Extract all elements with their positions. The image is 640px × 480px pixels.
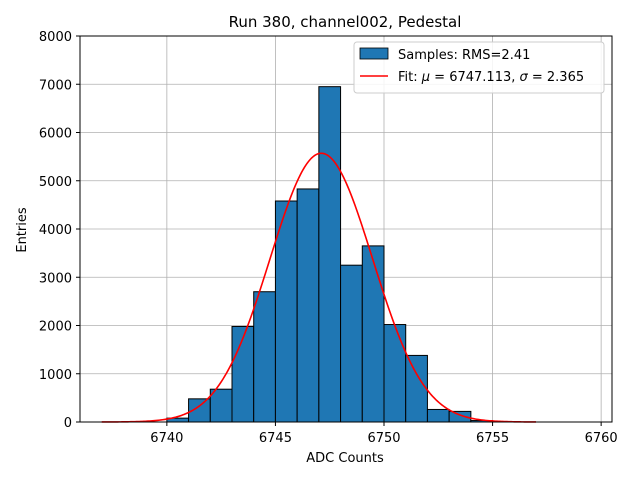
y-tick-label: 8000 — [39, 30, 72, 45]
y-tick-label: 7000 — [39, 78, 72, 93]
chart-title: Run 380, channel002, Pedestal — [229, 13, 462, 31]
legend-fit-sigma-value: = 2.365 — [528, 70, 584, 85]
histogram-bar — [426, 408, 450, 423]
y-axis-label: Entries — [15, 207, 30, 253]
histogram-bar — [296, 188, 320, 423]
y-tick-label: 2000 — [39, 320, 72, 335]
x-tick-label: 6750 — [367, 431, 400, 446]
histogram-bar — [405, 354, 428, 423]
histogram-bar — [231, 325, 255, 423]
legend-fit-mu-value: = 6747.113, — [430, 70, 519, 85]
histogram-bar — [274, 200, 298, 423]
histogram-bar — [361, 245, 385, 423]
y-tick-label: 6000 — [39, 127, 72, 142]
legend-fit-mu-symbol: μ — [421, 70, 430, 85]
y-tick-label: 3000 — [39, 271, 72, 286]
y-tick-label: 1000 — [39, 368, 72, 383]
legend-fit-label: Fit: μ = 6747.113, σ = 2.365 — [398, 70, 584, 85]
legend-fit-sigma-symbol: σ — [520, 70, 529, 85]
x-tick-label: 6745 — [259, 431, 292, 446]
x-tick-label: 6740 — [150, 431, 183, 446]
histogram-bar — [318, 86, 342, 423]
legend-samples-swatch — [359, 47, 389, 60]
histogram-bar — [253, 291, 276, 423]
x-axis-label: ADC Counts — [306, 451, 384, 466]
axis-ticks: 6740 6745 6750 6755 6760 0 1000 2000 3000 4000 500… — [39, 30, 618, 446]
legend-fit-prefix: Fit: — [398, 70, 422, 85]
legend: Samples: RMS=2.41 Fit: μ = 6747.113, σ =… — [353, 41, 605, 94]
histogram-bars — [166, 86, 494, 423]
fit-curve — [101, 152, 537, 423]
x-tick-label: 6755 — [476, 431, 509, 446]
histogram-bar — [209, 388, 233, 423]
y-tick-label: 4000 — [39, 223, 72, 238]
legend-samples-label: Samples: RMS=2.41 — [398, 48, 530, 63]
x-tick-label: 6760 — [585, 431, 618, 446]
y-tick-label: 5000 — [39, 175, 72, 190]
histogram-bar — [383, 324, 407, 423]
y-tick-label: 0 — [64, 416, 72, 431]
legend-box — [353, 41, 605, 94]
histogram-bar — [340, 264, 363, 423]
